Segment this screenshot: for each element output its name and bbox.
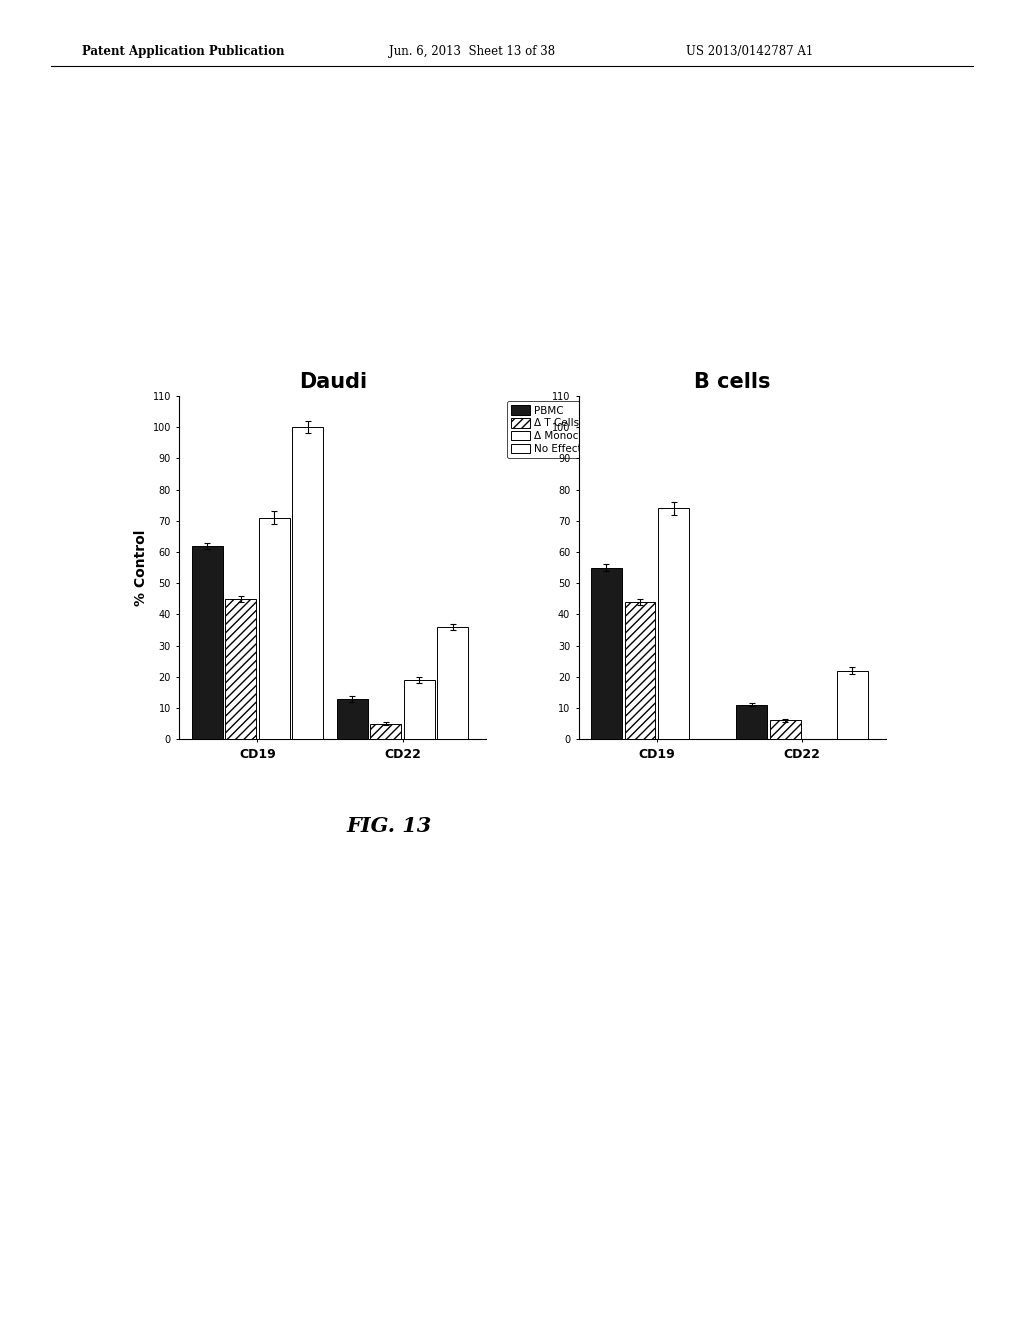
Bar <box>371 723 401 739</box>
Bar <box>403 680 435 739</box>
Bar <box>191 545 222 739</box>
Bar <box>736 705 767 739</box>
Text: FIG. 13: FIG. 13 <box>346 816 432 836</box>
Text: Patent Application Publication: Patent Application Publication <box>82 45 285 58</box>
Bar <box>837 671 867 739</box>
Text: Jun. 6, 2013  Sheet 13 of 38: Jun. 6, 2013 Sheet 13 of 38 <box>389 45 555 58</box>
Title: B cells: B cells <box>694 372 770 392</box>
Bar <box>770 721 801 739</box>
Legend: PBMC, Δ T Cells, Δ Monocytes, No Effector Cells: PBMC, Δ T Cells, Δ Monocytes, No Effecto… <box>507 401 625 458</box>
Bar <box>225 599 256 739</box>
Bar <box>658 508 689 739</box>
Bar <box>625 602 655 739</box>
Bar <box>259 517 290 739</box>
Bar <box>337 698 368 739</box>
Text: US 2013/0142787 A1: US 2013/0142787 A1 <box>686 45 813 58</box>
Bar <box>292 428 324 739</box>
Bar <box>591 568 622 739</box>
Bar <box>437 627 468 739</box>
Y-axis label: % Control: % Control <box>134 529 148 606</box>
Title: Daudi: Daudi <box>299 372 367 392</box>
